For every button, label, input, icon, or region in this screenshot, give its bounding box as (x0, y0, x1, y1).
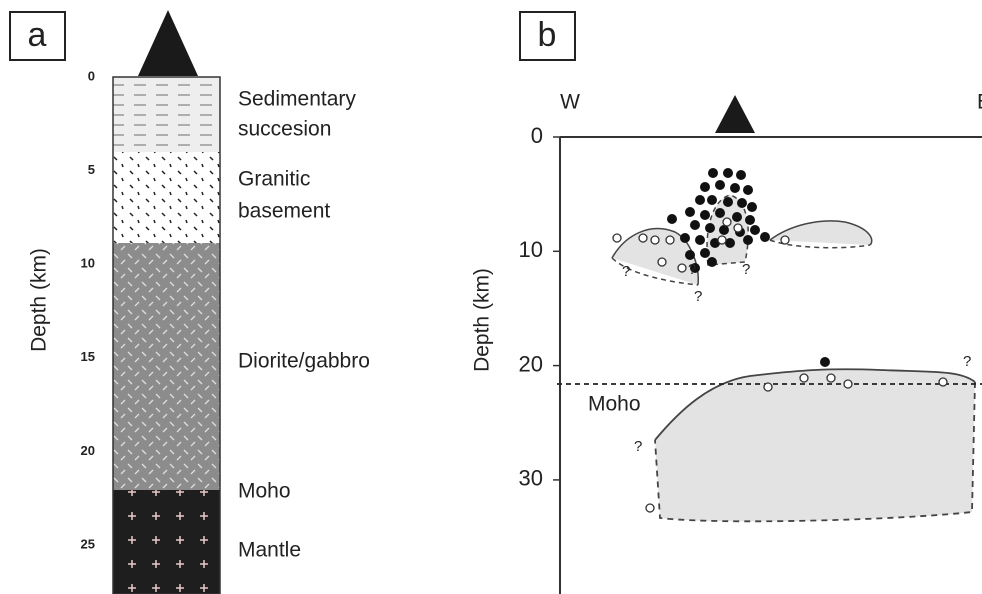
y-tick-label: 20 (519, 351, 543, 376)
y-tick-label: 0 (531, 123, 543, 148)
earthquake (646, 504, 654, 512)
earthquake (736, 170, 746, 180)
layer-label: Diorite/gabbro (238, 350, 370, 373)
y-tick-label: 10 (519, 237, 543, 262)
y-tick-label: 15 (81, 349, 95, 364)
earthquake (718, 236, 726, 244)
layer-diorite (113, 243, 220, 490)
earthquake (820, 357, 830, 367)
layer-label: Sedimentary (238, 88, 356, 111)
earthquake (939, 378, 947, 386)
earthquake (695, 195, 705, 205)
earthquake (613, 234, 621, 242)
earthquake (685, 207, 695, 217)
question-mark: ? (622, 263, 630, 280)
earthquake (700, 248, 710, 258)
layer-label: Granitic (238, 168, 310, 191)
magma-body (655, 369, 975, 521)
y-tick-label: 30 (519, 466, 543, 491)
y-axis-label: Depth (km) (28, 248, 51, 352)
earthquake (666, 236, 674, 244)
ticks: 0 10 20 30 (519, 123, 560, 491)
question-mark: ? (963, 353, 971, 370)
panel-label: a (28, 16, 47, 54)
earthquake (723, 197, 733, 207)
earthquake (707, 257, 717, 267)
y-tick-label: 25 (81, 536, 95, 551)
volcano (138, 10, 198, 76)
earthquake (800, 374, 808, 382)
frame (560, 137, 982, 594)
earthquake (639, 234, 647, 242)
ticks: 0 5 10 15 20 25 (81, 68, 95, 551)
earthquake (651, 236, 659, 244)
earthquake (690, 220, 700, 230)
earthquake (658, 258, 666, 266)
y-axis-label: Depth (km) (471, 268, 494, 372)
earthquake (685, 250, 695, 260)
earthquake (705, 223, 715, 233)
earthquake (743, 185, 753, 195)
y-tick-label: 0 (88, 68, 95, 83)
volcano (715, 95, 755, 133)
earthquake (695, 235, 705, 245)
layer-label: basement (238, 200, 330, 223)
layer-mantle (113, 490, 220, 594)
earthquake (730, 183, 740, 193)
west-label: W (560, 91, 580, 114)
layer-label: Mantle (238, 539, 301, 562)
earthquake (708, 168, 718, 178)
earthquake (743, 235, 753, 245)
earthquake (667, 214, 677, 224)
earthquake (750, 225, 760, 235)
panel-label: b (538, 16, 557, 54)
panel-a: a Depth (km) 0 5 10 15 20 25 Sedimentary succ… (10, 10, 370, 594)
earthquake (827, 374, 835, 382)
question-mark: ? (688, 261, 696, 278)
question-mark: ? (634, 438, 642, 455)
earthquake (737, 198, 747, 208)
earthquake (747, 202, 757, 212)
layer-label: succesion (238, 118, 331, 141)
earthquake (781, 236, 789, 244)
earthquake (760, 232, 770, 242)
moho-label: Moho (588, 393, 641, 416)
earthquake (700, 182, 710, 192)
question-mark: ? (742, 261, 750, 278)
y-tick-label: 5 (88, 162, 95, 177)
question-mark: ? (694, 288, 702, 305)
earthquake (715, 208, 725, 218)
earthquake (734, 224, 742, 232)
y-tick-label: 10 (81, 256, 95, 271)
earthquake (678, 264, 686, 272)
earthquake (700, 210, 710, 220)
earthquake (707, 195, 717, 205)
layer-label: Moho (238, 480, 291, 503)
earthquake (723, 218, 731, 226)
earthquake (723, 168, 733, 178)
earthquake (680, 233, 690, 243)
y-tick-label: 20 (81, 443, 95, 458)
earthquake (764, 383, 772, 391)
earthquake (844, 380, 852, 388)
east-label: E (977, 91, 982, 114)
earthquake (715, 180, 725, 190)
earthquake (732, 212, 742, 222)
layer-sediment (113, 77, 220, 152)
earthquake (745, 215, 755, 225)
figure: a Depth (km) 0 5 10 15 20 25 Sedimentary succ… (0, 0, 982, 594)
layer-granite (113, 152, 220, 243)
